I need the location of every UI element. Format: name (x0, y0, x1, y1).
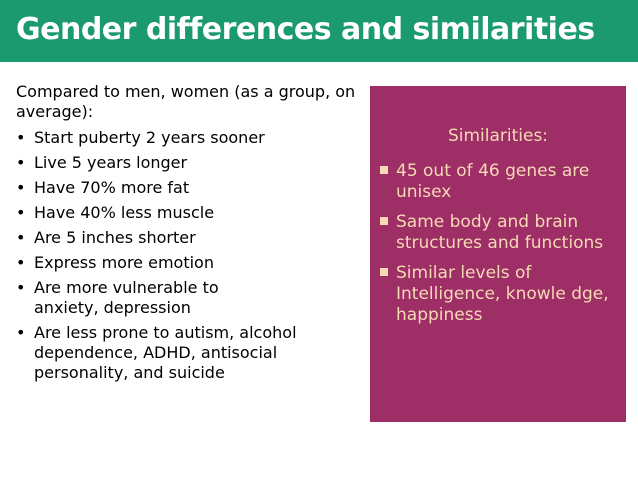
list-item: • Start puberty 2 years sooner (16, 128, 376, 148)
list-item: • Are 5 inches shorter (16, 228, 376, 248)
slide-title: Gender differences and similarities (16, 12, 595, 47)
bullet-icon: • (16, 178, 26, 197)
similarities-box: Similarities: 45 out of 46 genes are uni… (370, 86, 626, 422)
differences-list: • Start puberty 2 years sooner • Live 5 ye… (16, 128, 376, 383)
difference-text: Are 5 inches shorter (34, 228, 196, 247)
bullet-icon: • (16, 153, 26, 172)
list-item: • Are less prone to autism, alcohol depen… (16, 323, 374, 383)
difference-text: Have 70% more fat (34, 178, 190, 197)
list-item: • Have 40% less muscle (16, 203, 376, 223)
square-bullet-icon (380, 217, 388, 225)
difference-text: Are more vulnerable to anxiety, depressi… (34, 278, 219, 317)
bullet-icon: • (16, 323, 26, 342)
similarities-heading: Similarities: (447, 126, 549, 146)
list-item: • Express more emotion (16, 253, 376, 273)
list-item: 45 out of 46 genes are unisex (378, 161, 616, 203)
list-item: Similar levels of Intelligence, knowle d… (378, 263, 616, 326)
bullet-icon: • (16, 228, 26, 247)
similarity-text: Similar levels of Intelligence, knowle d… (396, 263, 609, 325)
difference-text: Have 40% less muscle (34, 203, 215, 222)
similarity-text: 45 out of 46 genes are unisex (396, 161, 590, 202)
difference-text: Express more emotion (34, 253, 214, 272)
bullet-icon: • (16, 128, 26, 147)
similarity-text: Same body and brain structures and funct… (396, 212, 604, 253)
square-bullet-icon (380, 268, 388, 276)
similarities-list: 45 out of 46 genes are unisex Same body … (370, 161, 626, 326)
bullet-icon: • (16, 253, 26, 272)
list-item: • Are more vulnerable to anxiety, depress… (16, 278, 284, 318)
list-item: • Live 5 years longer (16, 153, 376, 173)
bullet-icon: • (16, 203, 26, 222)
list-item: Same body and brain structures and funct… (378, 212, 616, 254)
list-item: • Have 70% more fat (16, 178, 376, 198)
bullet-icon: • (16, 278, 26, 297)
differences-column: Compared to men, women (as a group, on a… (16, 82, 376, 388)
difference-text: Are less prone to autism, alcohol depend… (34, 323, 297, 382)
square-bullet-icon (380, 166, 388, 174)
difference-text: Start puberty 2 years sooner (34, 128, 265, 147)
title-bar: Gender differences and similarities (0, 0, 638, 62)
difference-text: Live 5 years longer (34, 153, 188, 172)
differences-intro: Compared to men, women (as a group, on a… (16, 82, 356, 121)
